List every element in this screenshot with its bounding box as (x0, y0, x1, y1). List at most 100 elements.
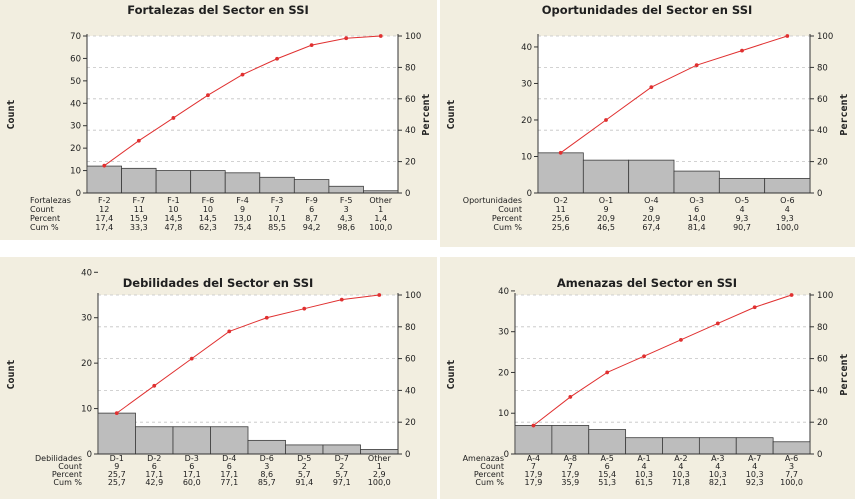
bar (514, 425, 553, 455)
y-axis-label: Count (446, 359, 457, 389)
bar (121, 167, 157, 194)
cumulative-point (309, 43, 314, 48)
x-tick-label: D-5 (297, 454, 311, 463)
x-tick-label: D-7 (335, 454, 349, 463)
bar (224, 172, 261, 194)
cum-percent-cell: 46,5 (597, 223, 615, 232)
x-tick-label: D-6 (260, 454, 274, 463)
x-tick-label: O-1 (599, 196, 614, 205)
y2-tick-label: 100 (817, 291, 833, 301)
x-tick-label: Other (369, 196, 392, 205)
cumulative-point (377, 293, 382, 297)
bar (718, 177, 766, 194)
cumulative-point (344, 36, 349, 41)
row-label-count: Count (58, 462, 82, 471)
chart-title: Amenazas del Sector en SSI (557, 276, 737, 290)
x-tick-label: D-1 (110, 454, 124, 463)
y2-tick-label: 80 (817, 63, 828, 73)
count-cell: 2 (339, 462, 344, 471)
y-tick-label: 70 (70, 32, 81, 42)
count-cell: 9 (114, 462, 119, 471)
bar (673, 170, 720, 194)
cumulative-point (694, 63, 699, 68)
pareto-chart-oportunidades: Oportunidades del Sector en SSI010203040… (440, 0, 855, 247)
bar (328, 185, 364, 194)
row-label-cum: Cum % (30, 223, 59, 232)
percent-cell: 8,6 (260, 470, 273, 479)
y-tick-label: 10 (81, 405, 92, 415)
row-label-category: Amenazas (463, 454, 504, 463)
bar (259, 176, 295, 194)
percent-cell: 17,1 (145, 470, 163, 479)
count-cell: 6 (152, 462, 157, 471)
y-tick-label: 30 (498, 328, 509, 338)
row-label-category: Fortalezas (30, 196, 71, 205)
row-label-percent: Percent (492, 214, 522, 223)
cum-percent-cell: 81,4 (688, 223, 706, 232)
x-tick-label: A-3 (711, 454, 724, 463)
row-label-percent: Percent (30, 214, 60, 223)
percent-cell: 1,4 (374, 214, 387, 223)
cum-percent-cell: 91,4 (295, 478, 313, 487)
x-tick-label: A-2 (674, 454, 687, 463)
percent-cell: 14,0 (688, 214, 706, 223)
row-label-percent: Percent (474, 470, 504, 479)
count-cell: 10 (168, 205, 178, 214)
percent-cell: 10,1 (268, 214, 286, 223)
cum-percent-cell: 100,0 (368, 478, 391, 487)
cum-percent-cell: 94,2 (303, 223, 321, 232)
row-label-cum: Cum % (53, 478, 82, 487)
x-tick-label: A-7 (748, 454, 761, 463)
bar (582, 159, 630, 194)
count-cell: 11 (134, 205, 144, 214)
count-cell: 7 (275, 205, 280, 214)
count-cell: 4 (739, 205, 744, 214)
row-label-cum: Cum % (493, 223, 522, 232)
x-tick-label: D-3 (185, 454, 199, 463)
x-tick-label: A-6 (785, 454, 798, 463)
bar (588, 429, 627, 455)
count-cell: 7 (531, 462, 536, 471)
bar (285, 444, 324, 455)
x-tick-label: O-3 (689, 196, 704, 205)
count-cell: 6 (189, 462, 194, 471)
percent-cell: 9,3 (781, 214, 794, 223)
percent-cell: 17,4 (95, 214, 113, 223)
cumulative-point (605, 370, 610, 375)
percent-cell: 9,3 (736, 214, 749, 223)
bar (322, 444, 361, 455)
count-cell: 4 (678, 462, 683, 471)
y-tick-label: 20 (498, 368, 509, 378)
count-cell: 7 (568, 462, 573, 471)
y-axis-label: Count (6, 99, 17, 129)
count-cell: 2 (302, 462, 307, 471)
y2-tick-label: 60 (405, 95, 416, 105)
bar (698, 437, 737, 455)
x-tick-label: O-4 (644, 196, 659, 205)
cum-percent-cell: 100,0 (776, 223, 799, 232)
y2-tick-label: 20 (405, 418, 416, 428)
count-cell: 4 (715, 462, 720, 471)
x-tick-label: F-5 (340, 196, 353, 205)
bar (628, 159, 675, 194)
percent-cell: 10,3 (746, 470, 764, 479)
percent-cell: 10,3 (672, 470, 690, 479)
y-tick-label: 40 (81, 268, 92, 278)
cumulative-point (568, 395, 573, 399)
count-cell: 9 (240, 205, 245, 214)
percent-cell: 20,9 (597, 214, 615, 223)
cum-percent-cell: 17,4 (95, 223, 113, 232)
cumulative-point (679, 337, 683, 342)
cumulative-point (715, 321, 720, 326)
bar (155, 170, 192, 194)
cumulative-point (114, 411, 119, 416)
percent-cell: 17,1 (183, 470, 201, 479)
cum-percent-cell: 25,7 (108, 478, 126, 487)
y2-tick-label: 60 (405, 355, 416, 365)
cum-percent-cell: 35,9 (561, 478, 579, 487)
y2-tick-label: 60 (817, 355, 828, 365)
y2-tick-label: 0 (405, 450, 410, 460)
y-tick-label: 0 (527, 189, 532, 199)
cumulative-point (102, 163, 107, 168)
percent-cell: 25,7 (108, 470, 126, 479)
